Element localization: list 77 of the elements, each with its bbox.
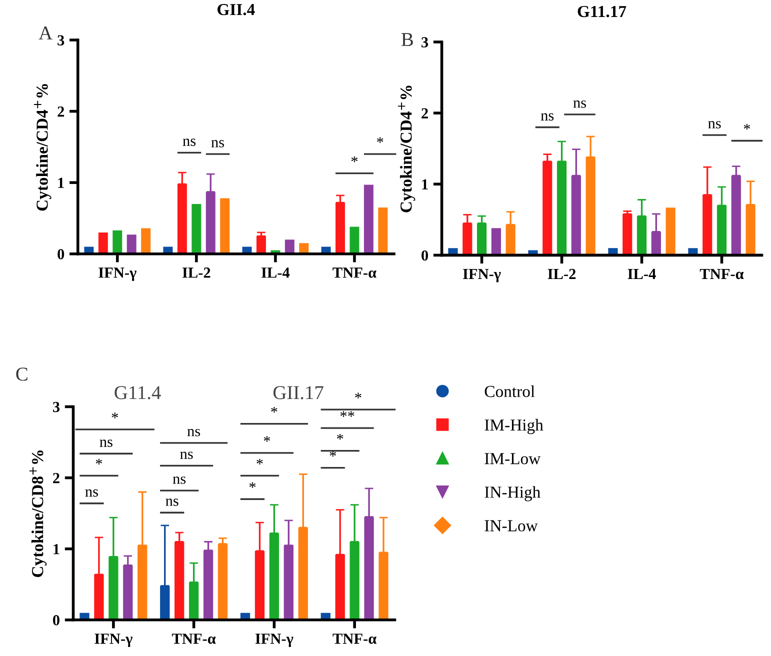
annotation: * <box>264 436 270 442</box>
x-tick-label: IFN-γ <box>255 634 294 647</box>
y-tick-label: 1 <box>54 544 60 554</box>
legend-label: IM-High <box>484 418 544 434</box>
legend-label: IM-Low <box>484 453 541 464</box>
bar <box>126 234 136 254</box>
text: B <box>401 33 413 46</box>
annotation: * <box>377 137 384 143</box>
x-tick-label: IL-4 <box>262 268 290 278</box>
annotation: ns <box>708 121 721 128</box>
bar <box>622 214 632 256</box>
text: C <box>16 368 28 381</box>
annotation: * <box>330 451 336 457</box>
annotation: * <box>337 434 344 440</box>
legend-label: Control <box>484 385 535 398</box>
x-tick-label: TNF-α <box>700 268 744 280</box>
annotation: ns <box>166 498 178 506</box>
text: GII.17 <box>273 386 324 400</box>
bar <box>350 226 360 254</box>
annotation: ns <box>172 476 186 484</box>
y-tick-label: 0 <box>52 615 60 626</box>
annotation: ns <box>180 452 193 460</box>
x-tick-label: IFN-γ <box>463 268 501 282</box>
y-axis-title: Cytokine/CD4$^{+}$% <box>398 86 416 212</box>
bar <box>98 232 108 254</box>
annotation: ns <box>100 440 112 447</box>
chart-title: G11.17 <box>578 6 626 18</box>
y-tick-label: 2 <box>58 106 64 117</box>
chart-title: GII.4 <box>218 4 255 16</box>
bar <box>491 228 501 256</box>
annotation: ns <box>573 100 586 108</box>
x-tick-label: IFN-γ <box>94 634 132 647</box>
bar <box>141 228 151 254</box>
annotation: * <box>256 458 263 464</box>
y-tick-label: 2 <box>422 108 428 118</box>
bar <box>112 230 122 254</box>
bar <box>378 208 388 254</box>
annotation: ns <box>187 428 200 436</box>
text: * <box>355 392 362 398</box>
annotation: ns <box>540 113 554 121</box>
annotation: * <box>351 156 358 162</box>
legend-label: IN-Low <box>484 520 538 532</box>
annotation: * <box>744 124 750 130</box>
x-tick-label: IL-2 <box>182 268 210 278</box>
bar <box>284 240 294 254</box>
y-tick-label: 3 <box>58 35 64 46</box>
y-axis-title: Cytokine/CD8$^{+}$% <box>29 450 47 578</box>
bar <box>220 198 230 254</box>
x-tick-label: TNF-α <box>332 634 376 644</box>
bar <box>666 208 676 256</box>
bar <box>192 204 202 254</box>
annotation: ** <box>340 411 354 417</box>
legend-label: IN-High <box>484 486 540 502</box>
x-tick-label: IL-2 <box>548 268 576 279</box>
annotation: ns <box>85 489 98 497</box>
y-axis-title: Cytokine/CD4$^{+}$% <box>34 84 52 211</box>
y-tick-label: 1 <box>58 178 64 188</box>
bar <box>256 236 266 254</box>
annotation: * <box>112 412 118 418</box>
x-tick-label: TNF-α <box>332 268 376 278</box>
annotation: ns <box>211 140 224 148</box>
annotation: * <box>249 482 256 488</box>
y-tick-label: 3 <box>422 37 428 48</box>
text: A <box>38 26 52 40</box>
y-tick-label: 2 <box>53 472 60 484</box>
y-tick-label: 0 <box>58 249 64 260</box>
text: G11.4 <box>114 386 161 400</box>
annotation: ns <box>182 138 196 146</box>
bar <box>364 184 374 254</box>
x-tick-label: IL-4 <box>628 268 656 279</box>
y-tick-label: 0 <box>422 250 428 261</box>
y-tick-label: 3 <box>52 402 60 412</box>
y-tick-label: 1 <box>422 179 428 190</box>
x-tick-label: IFN-γ <box>98 268 136 281</box>
annotation: * <box>96 458 102 464</box>
annotation: * <box>271 406 278 413</box>
x-tick-label: TNF-α <box>172 634 216 644</box>
